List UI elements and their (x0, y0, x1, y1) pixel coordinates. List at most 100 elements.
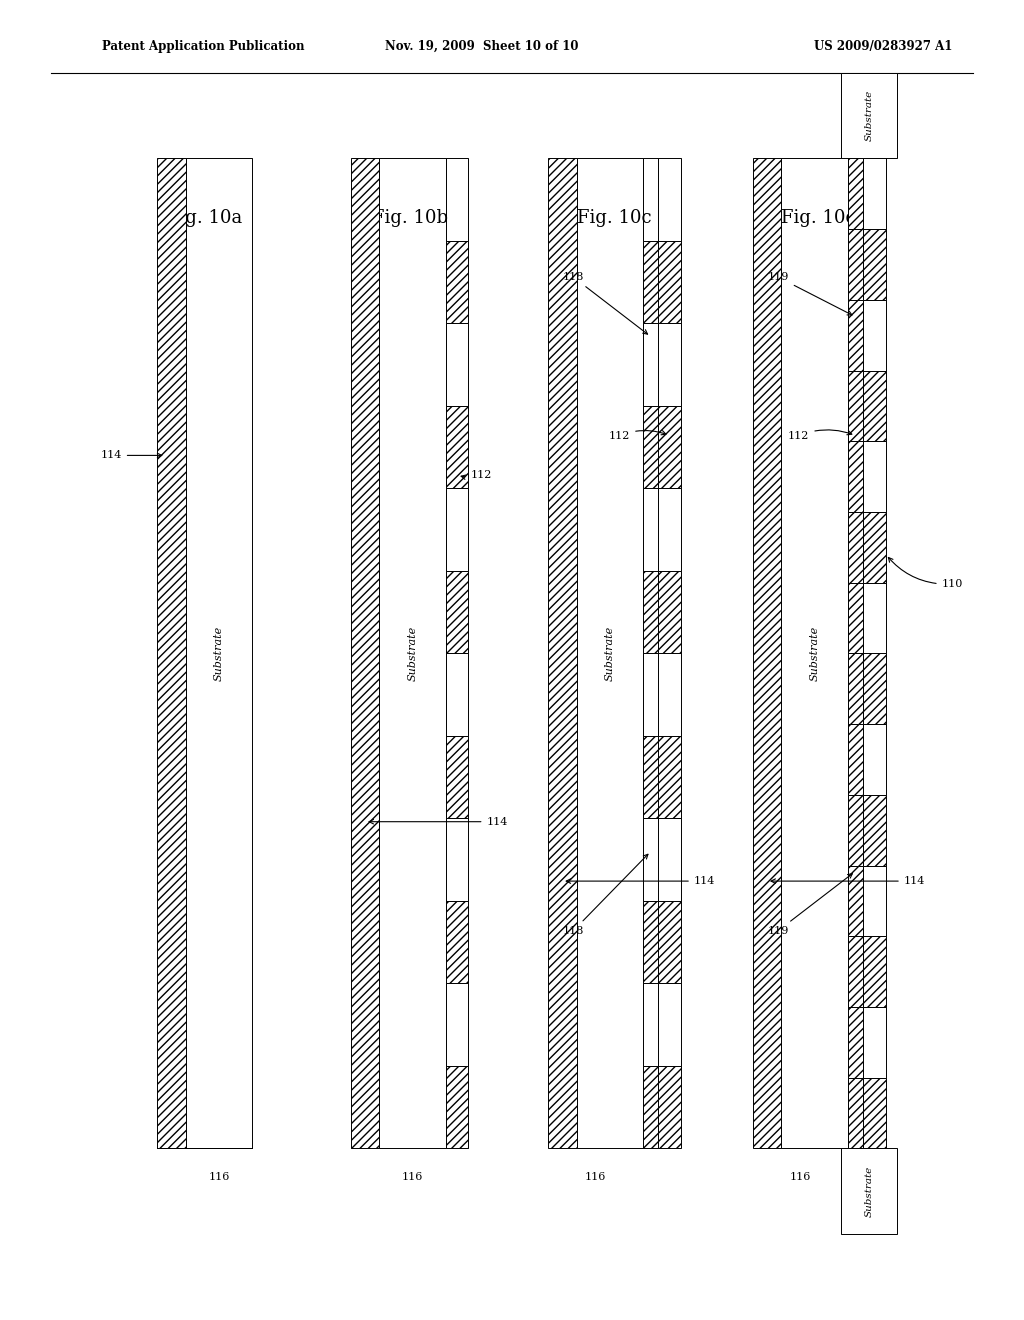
Text: 118: 118 (563, 854, 648, 936)
Text: 118: 118 (563, 272, 647, 334)
Bar (863, 582, 886, 653)
Bar (446, 488, 469, 570)
Bar (658, 488, 681, 570)
Text: Substrate: Substrate (864, 90, 873, 141)
Bar (643, 407, 658, 488)
Bar (848, 441, 863, 512)
Bar (446, 570, 469, 653)
Text: 116: 116 (402, 1172, 423, 1183)
Bar (841, 73, 897, 158)
Bar (848, 582, 863, 653)
Bar (658, 1067, 681, 1148)
Bar (643, 323, 658, 407)
Bar (446, 653, 469, 737)
Bar (848, 795, 863, 866)
Bar (848, 725, 863, 795)
Bar (863, 158, 886, 230)
Bar (446, 323, 469, 407)
Bar (643, 900, 658, 983)
Text: 114: 114 (100, 450, 162, 461)
Bar (658, 570, 681, 653)
Bar (863, 866, 886, 936)
Bar (863, 230, 886, 300)
Text: 116: 116 (585, 1172, 606, 1183)
Bar (848, 512, 863, 582)
Bar (446, 900, 469, 983)
Text: 110: 110 (889, 557, 963, 589)
Bar (863, 936, 886, 1007)
Text: Substrate: Substrate (408, 626, 418, 681)
Bar (446, 1067, 469, 1148)
Bar (863, 300, 886, 371)
Bar (658, 407, 681, 488)
Bar (643, 488, 658, 570)
Bar (643, 818, 658, 900)
Bar (350, 158, 380, 1148)
Text: Fig. 10c: Fig. 10c (578, 209, 651, 227)
Text: 114: 114 (369, 817, 508, 826)
Text: 114: 114 (771, 876, 925, 886)
Bar (658, 653, 681, 737)
Text: 116: 116 (790, 1172, 811, 1183)
Bar (658, 323, 681, 407)
Text: Substrate: Substrate (864, 1166, 873, 1217)
Bar (863, 653, 886, 725)
Bar (848, 653, 863, 725)
Bar (848, 1077, 863, 1148)
Bar (643, 242, 658, 323)
Bar (658, 900, 681, 983)
Bar (863, 441, 886, 512)
Bar (863, 725, 886, 795)
Bar (863, 512, 886, 582)
Bar (446, 737, 469, 818)
Text: Fig. 10b: Fig. 10b (372, 209, 447, 227)
Bar (848, 866, 863, 936)
Bar (841, 1148, 897, 1234)
Bar (863, 1077, 886, 1148)
Bar (863, 795, 886, 866)
Bar (753, 158, 781, 1148)
Bar (643, 570, 658, 653)
Text: Fig. 10d: Fig. 10d (781, 209, 857, 227)
Bar (643, 1067, 658, 1148)
Bar (446, 818, 469, 900)
Bar (446, 242, 469, 323)
Bar (186, 158, 252, 1148)
Text: 116: 116 (209, 1172, 229, 1183)
Bar (863, 371, 886, 441)
Text: 112: 112 (461, 470, 492, 480)
Bar (643, 653, 658, 737)
Bar (446, 407, 469, 488)
Text: Substrate: Substrate (810, 626, 819, 681)
Bar (643, 737, 658, 818)
Bar (658, 242, 681, 323)
Bar (848, 300, 863, 371)
Text: US 2009/0283927 A1: US 2009/0283927 A1 (814, 40, 952, 53)
Text: Patent Application Publication: Patent Application Publication (102, 40, 305, 53)
Text: Nov. 19, 2009  Sheet 10 of 10: Nov. 19, 2009 Sheet 10 of 10 (385, 40, 578, 53)
Bar (643, 983, 658, 1067)
Text: 114: 114 (566, 876, 715, 886)
Bar (848, 158, 863, 230)
Text: 112: 112 (609, 430, 666, 441)
Bar (158, 158, 186, 1148)
Bar (658, 158, 681, 242)
Bar (446, 158, 469, 242)
Bar (781, 158, 848, 1148)
Text: Substrate: Substrate (605, 626, 614, 681)
Bar (848, 1007, 863, 1077)
Bar (658, 818, 681, 900)
Text: 119: 119 (768, 272, 852, 315)
Bar (643, 158, 658, 242)
Text: Fig. 10a: Fig. 10a (167, 209, 243, 227)
Bar (577, 158, 643, 1148)
Bar (848, 230, 863, 300)
Text: Substrate: Substrate (214, 626, 224, 681)
Bar (848, 371, 863, 441)
Bar (658, 737, 681, 818)
Text: 112: 112 (788, 430, 852, 441)
Bar (848, 936, 863, 1007)
Bar (380, 158, 446, 1148)
Bar (863, 1007, 886, 1077)
Text: 119: 119 (768, 874, 852, 936)
